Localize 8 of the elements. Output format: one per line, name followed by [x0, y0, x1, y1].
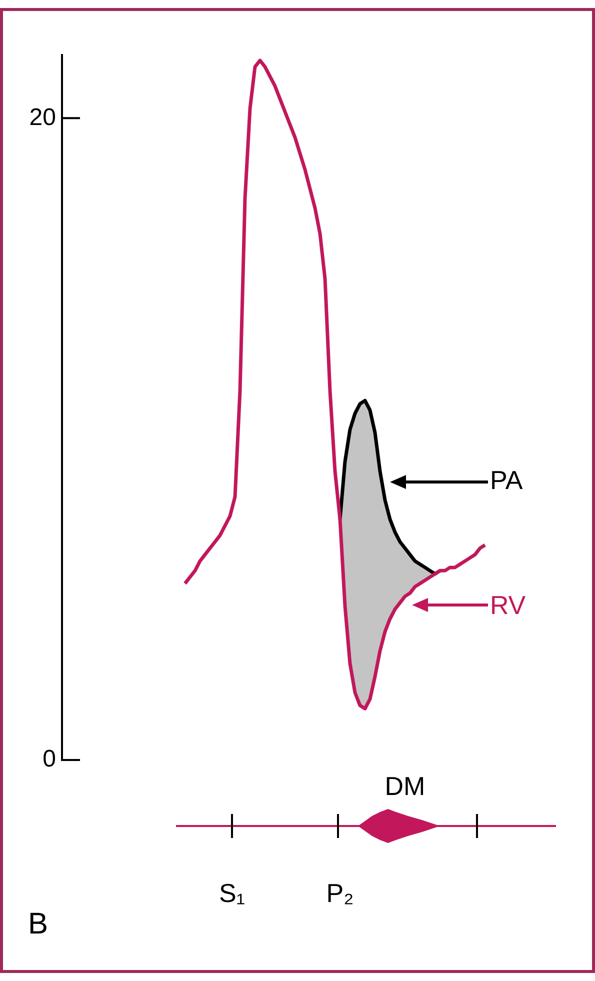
text: P₂ — [326, 878, 354, 908]
legend-label: RV — [490, 590, 526, 620]
y-tick-label: 20 — [29, 104, 56, 131]
text: S₁ — [218, 878, 246, 908]
text: DM — [384, 771, 426, 802]
y-tick-label: 0 — [42, 746, 56, 773]
text: B — [28, 907, 48, 940]
legend-label: PA — [490, 465, 524, 496]
